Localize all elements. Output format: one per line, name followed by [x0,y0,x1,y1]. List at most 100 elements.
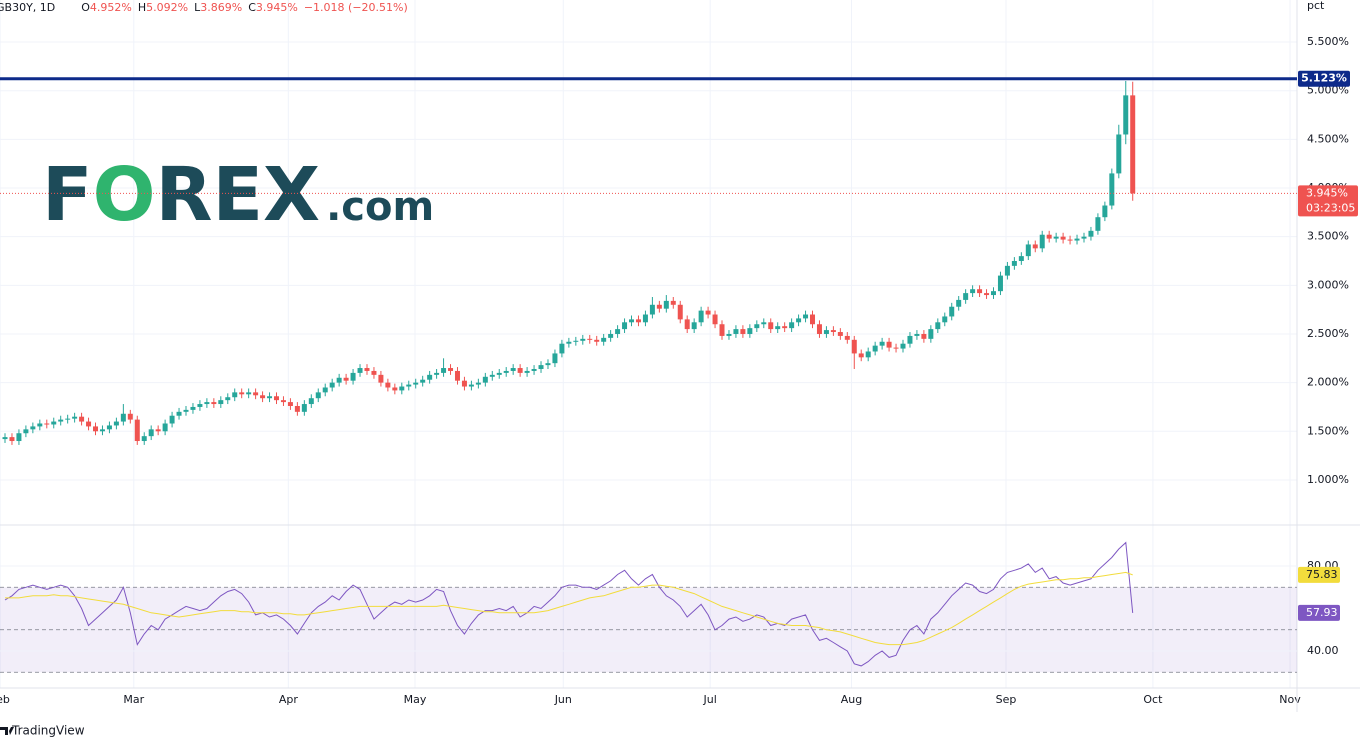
candle-body [420,379,426,383]
candle-body [301,404,307,412]
candle-body [65,418,71,420]
candle-body [385,382,391,388]
candle-body [963,293,969,300]
footer[interactable]: TradingView [11,724,85,738]
candle-body [343,377,349,381]
last-price-label: 3.945% [1306,186,1348,199]
candle-body [747,328,753,334]
candle-body [434,372,440,375]
candle-body [858,353,864,358]
candle-body [503,370,509,373]
x-tick-label: Jun [554,693,572,706]
candle-body [552,353,558,364]
ohlc-value: 4.952% [90,1,132,14]
candle-body [392,387,398,391]
candle-body [629,319,635,323]
y-tick-label: 2.000% [1307,376,1349,389]
candle-body [1123,95,1129,135]
candle-body [1116,134,1122,174]
candle-body [984,293,990,296]
candle-body [719,324,725,336]
candle-body [197,404,203,407]
x-tick-label: Sep [996,693,1017,706]
candle-body [246,392,252,395]
candle-body [608,333,614,338]
candle-body [120,413,126,422]
candle-body [517,368,523,373]
candle-body [886,341,892,348]
candle-body [113,421,119,426]
candle-body [336,377,342,383]
candle-body [663,300,669,309]
candle-body [1046,234,1052,239]
candle-body [566,341,572,344]
y-tick-label: 40.00 [1307,644,1339,657]
ohlc-key: H [138,1,146,14]
candle-body [830,330,836,333]
candle-body [970,289,976,294]
candle-body [816,324,822,334]
candle-body [190,406,196,410]
candle-body [928,329,934,339]
ohlc-value: 3.945% [256,1,298,14]
candle-body [615,329,621,334]
candle-body [844,335,850,340]
y-tick-label: 1.500% [1307,424,1349,437]
candle-body [350,372,356,381]
candle-body [260,395,266,399]
candle-body [622,322,628,330]
candle-body [239,392,245,395]
candle-body [72,416,78,419]
candle-body [531,369,537,371]
candle-body [58,419,64,422]
candle-body [406,384,412,387]
candle-body [267,396,273,399]
candle-body [893,347,899,349]
candle-body [489,374,495,377]
candle-body [949,306,955,317]
last-price-box [1298,185,1358,217]
candle-body [37,423,43,427]
rsi-line [4,541,1134,667]
header: GB30Y, 1D O4.952% H5.092% L3.869% C3.945% −1.… [0,1,408,14]
candle-body [211,402,217,405]
candle-body [789,322,795,329]
candle-body [454,370,460,381]
candle-body [1081,236,1087,239]
y-tick-label: 5.000% [1307,84,1349,97]
candle-body [1039,234,1045,249]
candle-body [921,333,927,339]
candle-body [524,370,530,373]
price-level-box [1298,70,1350,87]
candle-body [538,365,544,370]
candle-body [670,300,676,305]
candle-body [510,368,516,371]
y-axis-label: pct [1307,0,1325,12]
candle-body [294,405,300,412]
candle-body [580,338,586,341]
candle-body [705,310,711,315]
candle-body [879,341,885,346]
candle-body [134,419,140,442]
logo-part: .com [326,184,434,230]
candle-body [1053,236,1059,239]
candle-body [642,314,648,323]
candle-body [448,368,454,371]
x-tick-label: Mar [123,693,144,706]
value-label: 57.93 [1306,606,1338,619]
candle-body [545,363,551,366]
candle-body [155,429,161,432]
candle-body [656,304,662,309]
candle-body [218,400,224,405]
candle-body [914,333,920,336]
candle-body [287,402,293,406]
candle-body [148,429,154,437]
candle-body [86,421,92,427]
candle-body [796,318,802,323]
ohlc-key: L [194,1,201,14]
candle-body [740,329,746,334]
symbol: GB30Y, 1D [0,1,55,14]
candle-body [44,423,50,425]
candle-body [956,299,962,307]
y-tick-label: 1.000% [1307,473,1349,486]
